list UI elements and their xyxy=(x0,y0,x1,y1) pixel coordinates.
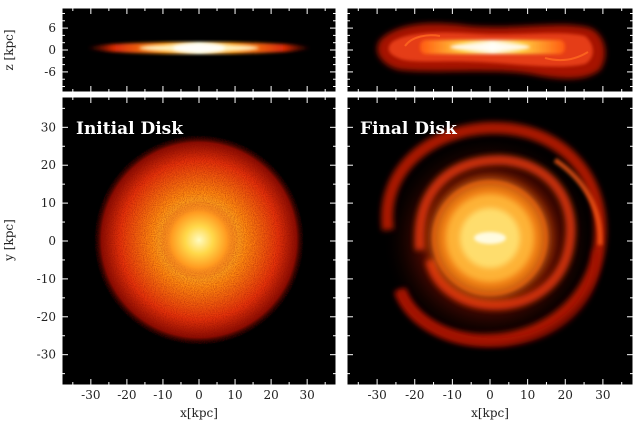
panel-bottom-left: Initial Disk xyxy=(61,96,337,386)
y-axis-title: y [kpc] xyxy=(2,219,16,262)
x-tick-label: 30 xyxy=(300,388,315,402)
x-tick-label: -10 xyxy=(153,388,172,402)
panel-title-initial: Initial Disk xyxy=(76,119,184,139)
y-tick-label: 10 xyxy=(41,196,56,210)
x-tick-label: -20 xyxy=(405,388,424,402)
y-tick-label: -30 xyxy=(37,348,56,362)
y-tick-label: 30 xyxy=(41,120,56,134)
x-tick-label: 0 xyxy=(195,388,203,402)
z-tick-label: 0 xyxy=(48,43,56,57)
y-tick-label: -10 xyxy=(37,272,56,286)
z-tick-label: -6 xyxy=(44,65,56,79)
x-tick-label: 0 xyxy=(486,388,494,402)
axis-ticks xyxy=(62,8,633,385)
x-tick-label: 10 xyxy=(227,388,242,402)
x-axis-title-right: x[kpc] xyxy=(471,406,509,420)
x-tick-label: -10 xyxy=(443,388,462,402)
y-tick-label: 0 xyxy=(48,234,56,248)
x-tick-label: 20 xyxy=(558,388,573,402)
x-tick-label: 10 xyxy=(520,388,535,402)
x-tick-label: 20 xyxy=(263,388,278,402)
panel-top-right xyxy=(346,7,634,93)
y-tick-label: -20 xyxy=(37,310,56,324)
x-tick-label: -30 xyxy=(81,388,100,402)
z-axis-title: z [kpc] xyxy=(2,29,16,70)
x-axis-title-left: x[kpc] xyxy=(180,406,218,420)
y-tick-label: 20 xyxy=(41,158,56,172)
panel-title-final: Final Disk xyxy=(360,119,458,139)
x-tick-label: 30 xyxy=(595,388,610,402)
axis-tick-labels: -30 -20 -10 0 10 20 30 -30 -20 -10 0 10 20 30 30 20 10 0 -… xyxy=(37,21,611,402)
z-tick-label: 6 xyxy=(48,21,56,35)
panel-top-left xyxy=(61,7,337,93)
x-tick-label: -30 xyxy=(367,388,386,402)
panel-bottom-right: Final Disk xyxy=(346,96,634,386)
x-tick-label: -20 xyxy=(117,388,136,402)
